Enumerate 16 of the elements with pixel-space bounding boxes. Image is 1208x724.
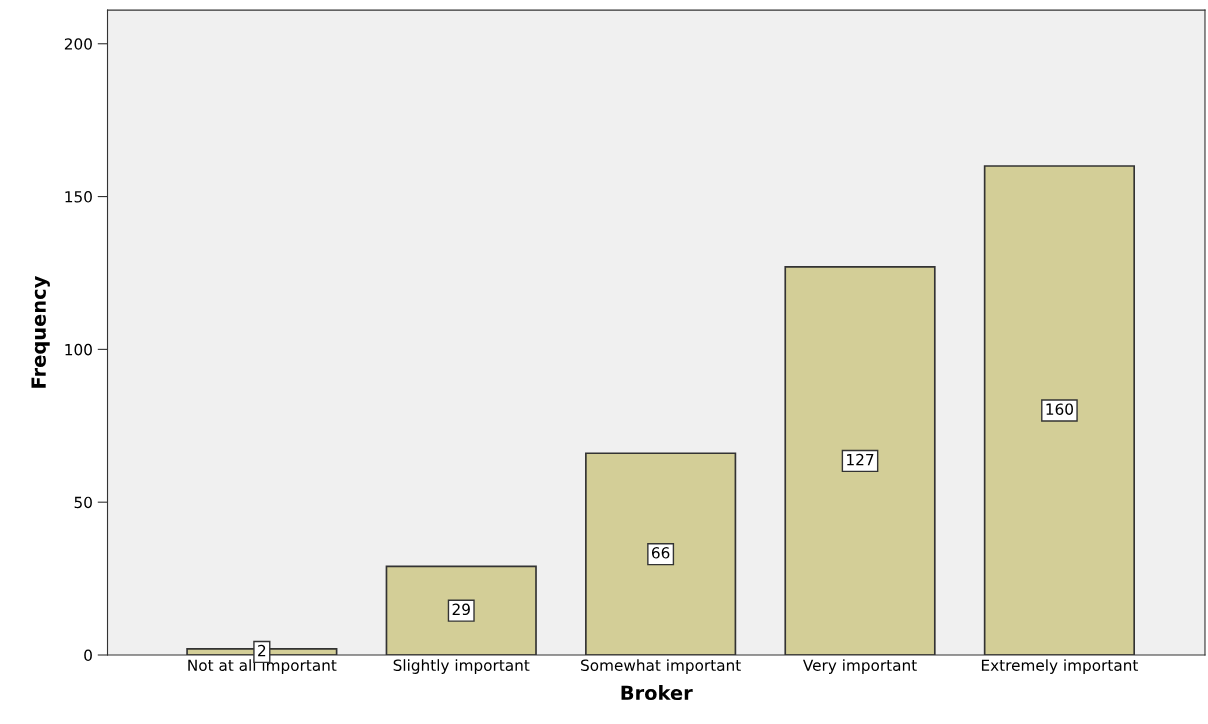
x-tick-label: Somewhat important (581, 659, 741, 674)
x-tick-label: Very important (802, 659, 917, 674)
y-tick-label: 200 (64, 38, 92, 50)
data-label: 127 (847, 453, 874, 466)
data-label: 2 (258, 644, 266, 657)
data-label: 66 (651, 547, 670, 559)
x-tick-label: Extremely important (981, 659, 1139, 674)
y-axis-title: Frequency (31, 276, 50, 388)
data-label: 29 (452, 603, 470, 616)
x-axis-title: Broker (621, 685, 693, 701)
x-tick-label: Slightly important (393, 659, 530, 674)
y-tick-label: 150 (65, 191, 92, 203)
y-tick-label: 0 (84, 649, 92, 662)
y-tick-label: 100 (65, 343, 92, 356)
y-tick-label: 50 (74, 496, 92, 509)
data-label: 160 (1046, 403, 1073, 415)
